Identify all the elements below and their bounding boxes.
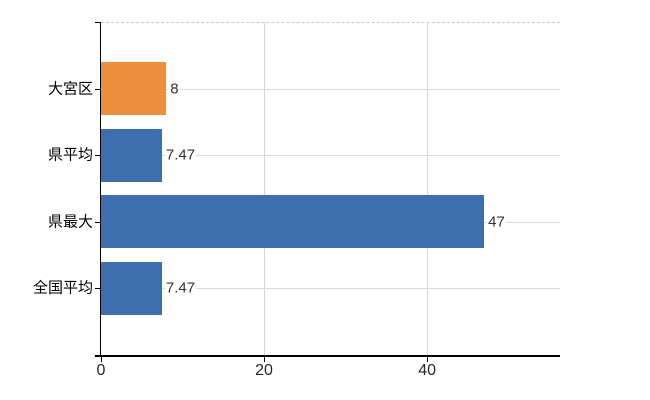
bar-value-label: 7.47 (164, 146, 197, 164)
x-axis-tick (101, 357, 102, 362)
vertical-gridline (427, 22, 429, 355)
category-label-ken-heikin: 県平均 (47, 146, 93, 164)
y-axis-top-cap (95, 22, 101, 23)
plot-area: 8 7.47 47 7.47 (101, 22, 560, 355)
category-label-ken-saidai: 県最大 (47, 213, 93, 231)
bar-value-label: 7.47 (164, 279, 197, 297)
bar-zenkoku-heikin (101, 261, 162, 315)
bar-value-label: 8 (169, 80, 180, 98)
x-axis-tick (427, 357, 429, 362)
x-tick-label: 40 (418, 362, 437, 379)
vertical-gridline (264, 22, 266, 355)
y-axis (100, 22, 101, 355)
category-label-omiya-ku: 大宮区 (47, 80, 93, 98)
horizontal-gridline (101, 288, 560, 290)
category-tick (95, 221, 101, 223)
category-tick (95, 88, 101, 90)
horizontal-gridline (101, 88, 560, 90)
bar-value-label: 47 (487, 213, 506, 231)
bar-ken-heikin (101, 128, 162, 182)
x-axis-tick (264, 357, 266, 362)
x-axis (95, 355, 560, 357)
category-label-zenkoku-heikin: 全国平均 (32, 279, 93, 297)
category-tick (95, 155, 101, 157)
category-tick (95, 288, 101, 290)
x-tick-label: 0 (96, 362, 106, 379)
bar-ken-saidai (101, 195, 485, 249)
plot-top-border (101, 22, 560, 23)
bar-omiya-ku (101, 62, 167, 116)
x-tick-label: 20 (255, 362, 273, 379)
horizontal-gridline (101, 155, 560, 157)
